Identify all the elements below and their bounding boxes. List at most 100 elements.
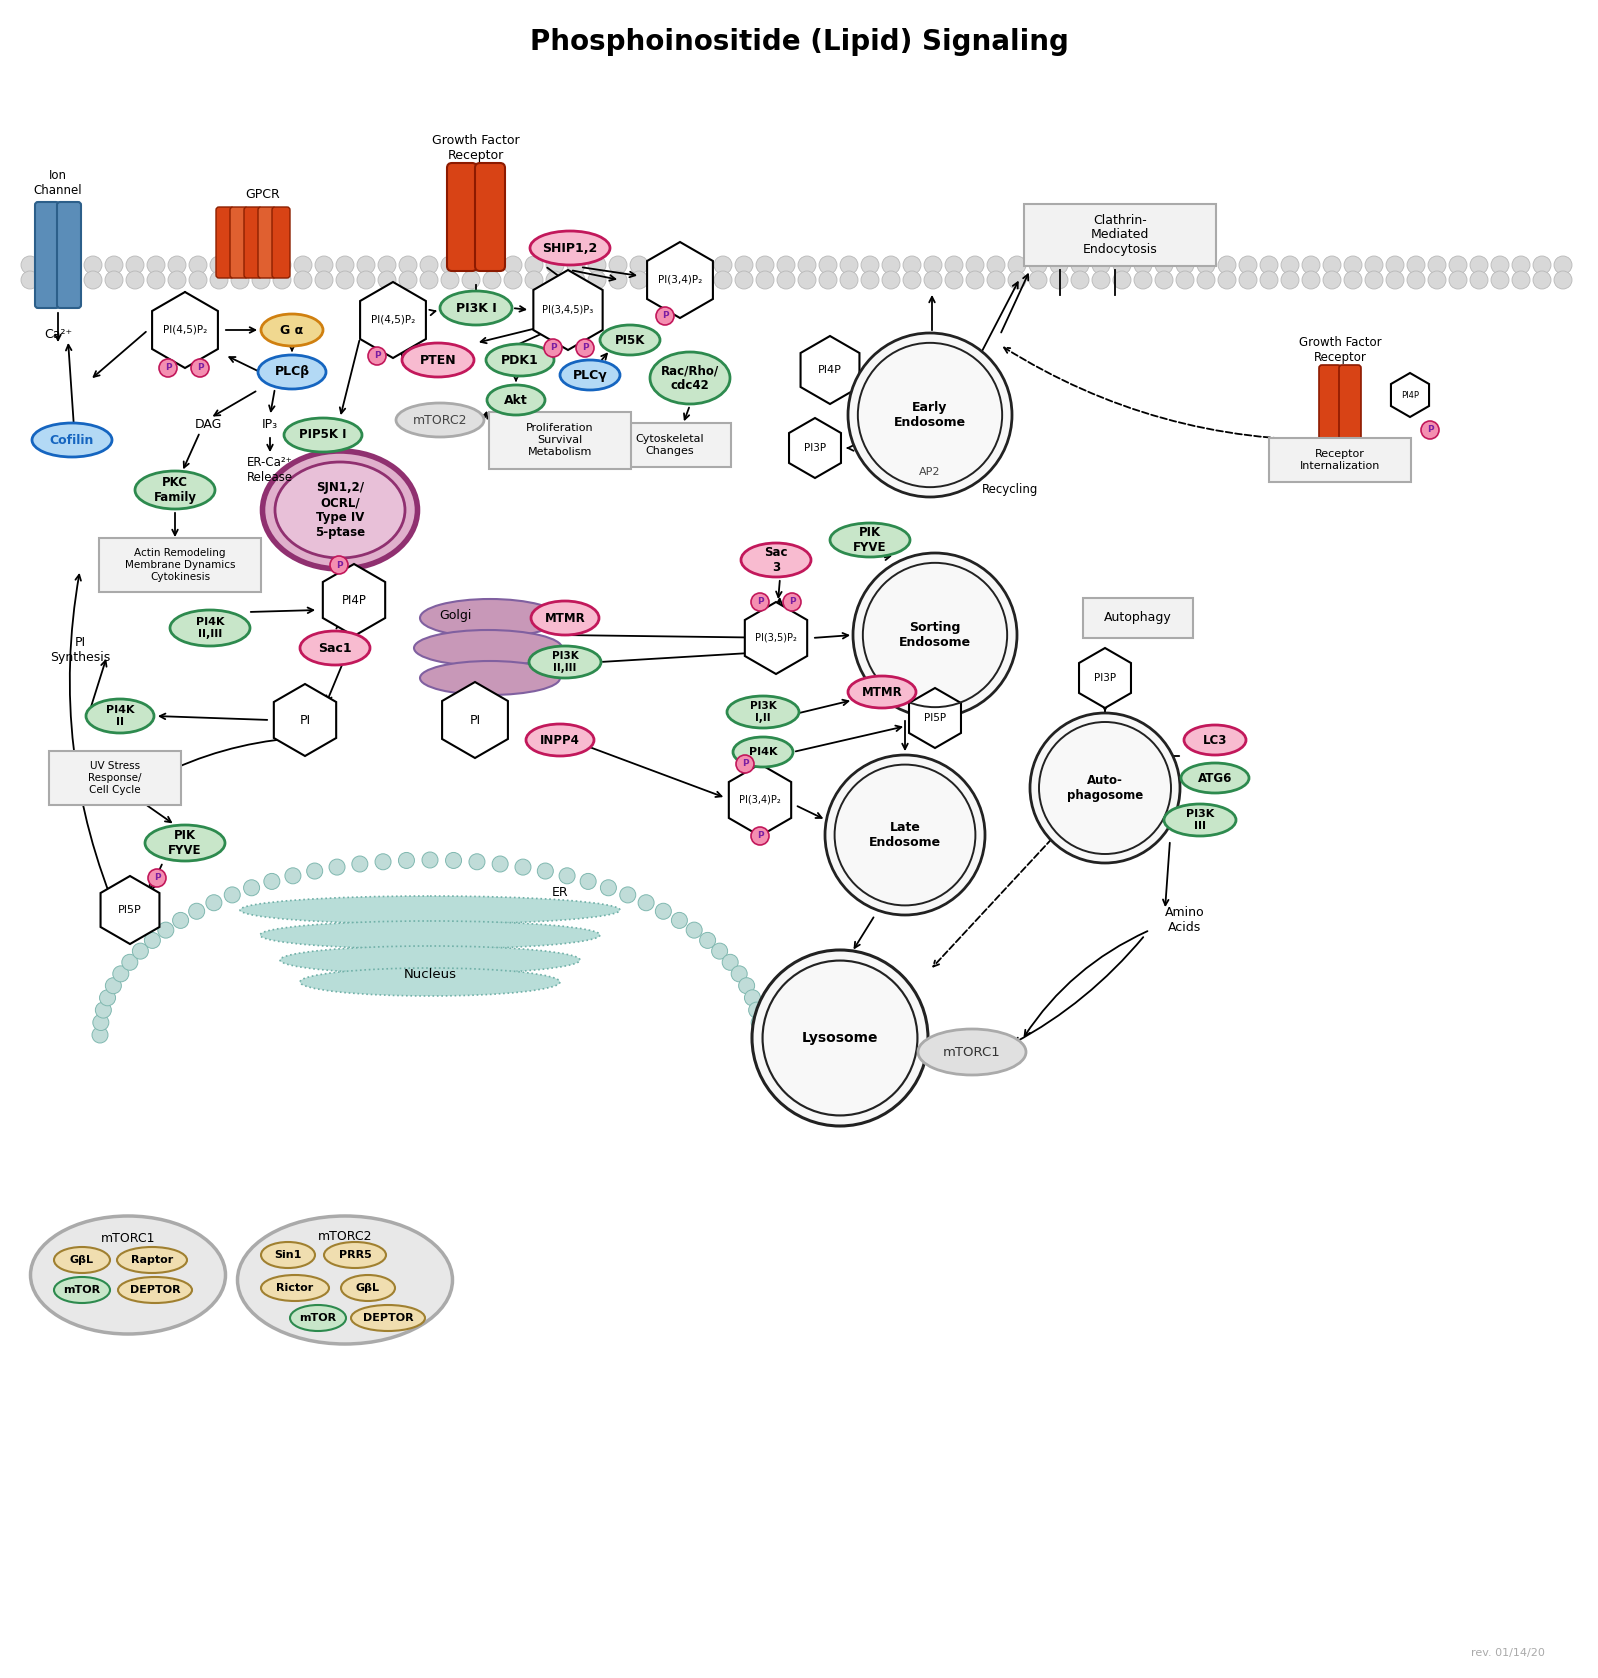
Circle shape — [924, 272, 941, 289]
Circle shape — [588, 257, 606, 274]
Circle shape — [825, 755, 984, 915]
Circle shape — [503, 257, 523, 274]
Circle shape — [1429, 257, 1446, 274]
Polygon shape — [101, 876, 160, 945]
Circle shape — [264, 874, 280, 889]
Circle shape — [379, 272, 396, 289]
Text: Sac
3: Sac 3 — [764, 545, 788, 574]
Text: PI3K
III: PI3K III — [1186, 809, 1214, 831]
Circle shape — [751, 827, 769, 846]
Circle shape — [468, 854, 484, 869]
Text: PKC
Family: PKC Family — [153, 477, 197, 503]
Text: PI: PI — [299, 713, 310, 727]
Circle shape — [126, 272, 144, 289]
Text: Ca²⁺: Ca²⁺ — [43, 329, 72, 342]
Ellipse shape — [486, 344, 555, 376]
Circle shape — [315, 272, 332, 289]
Ellipse shape — [487, 384, 545, 414]
Text: MTMR: MTMR — [861, 686, 903, 698]
Circle shape — [96, 1002, 112, 1019]
Text: rev. 01/14/20: rev. 01/14/20 — [1472, 1648, 1545, 1658]
Text: Lysosome: Lysosome — [802, 1030, 879, 1045]
FancyBboxPatch shape — [1083, 597, 1194, 638]
Circle shape — [1344, 257, 1361, 274]
Text: PTEN: PTEN — [420, 354, 457, 366]
Text: PI3K
I,II: PI3K I,II — [749, 701, 777, 723]
Circle shape — [331, 555, 348, 574]
Text: Growth Factor
Receptor: Growth Factor Receptor — [1299, 336, 1381, 364]
Ellipse shape — [289, 1305, 347, 1331]
Ellipse shape — [54, 1277, 110, 1304]
Text: PI4K: PI4K — [749, 747, 777, 757]
Text: AP2: AP2 — [919, 466, 941, 477]
Circle shape — [21, 272, 38, 289]
Circle shape — [1470, 272, 1488, 289]
Circle shape — [1135, 257, 1152, 274]
Circle shape — [209, 257, 229, 274]
Circle shape — [748, 1002, 764, 1019]
Circle shape — [537, 862, 553, 879]
Text: UV Stress
Response/
Cell Cycle: UV Stress Response/ Cell Cycle — [88, 762, 142, 795]
Ellipse shape — [300, 631, 371, 664]
Text: PIP5K I: PIP5K I — [299, 428, 347, 441]
Circle shape — [158, 923, 174, 938]
Ellipse shape — [30, 1217, 225, 1334]
Circle shape — [797, 257, 817, 274]
Circle shape — [1218, 257, 1235, 274]
Circle shape — [722, 955, 738, 970]
Circle shape — [209, 272, 229, 289]
Polygon shape — [323, 564, 385, 636]
Polygon shape — [789, 418, 841, 478]
Circle shape — [1029, 257, 1047, 274]
Ellipse shape — [257, 356, 326, 389]
Circle shape — [686, 923, 702, 938]
Circle shape — [147, 257, 165, 274]
FancyBboxPatch shape — [216, 206, 233, 279]
Ellipse shape — [741, 544, 812, 577]
Text: Growth Factor
Receptor: Growth Factor Receptor — [431, 134, 519, 163]
Circle shape — [284, 868, 300, 884]
Circle shape — [329, 859, 345, 876]
FancyBboxPatch shape — [99, 539, 260, 592]
Polygon shape — [1079, 648, 1131, 708]
Ellipse shape — [829, 524, 909, 557]
Text: mTORC1: mTORC1 — [943, 1045, 1000, 1059]
FancyBboxPatch shape — [35, 201, 59, 309]
Circle shape — [601, 879, 617, 896]
FancyBboxPatch shape — [230, 206, 248, 279]
Circle shape — [882, 257, 900, 274]
Circle shape — [189, 272, 208, 289]
Polygon shape — [443, 681, 508, 758]
Text: PI4K
II,III: PI4K II,III — [195, 618, 224, 639]
Ellipse shape — [300, 968, 559, 997]
Ellipse shape — [340, 1275, 395, 1300]
Circle shape — [1197, 272, 1214, 289]
Circle shape — [849, 332, 1012, 497]
Circle shape — [673, 272, 690, 289]
Text: Receptor
Internalization: Receptor Internalization — [1299, 450, 1381, 472]
Circle shape — [1071, 257, 1088, 274]
Text: Nucleus: Nucleus — [404, 968, 457, 982]
Circle shape — [988, 272, 1005, 289]
Ellipse shape — [733, 737, 793, 767]
Text: Cytoskeletal
Changes: Cytoskeletal Changes — [636, 435, 705, 456]
Circle shape — [711, 943, 727, 960]
Ellipse shape — [86, 700, 153, 733]
Ellipse shape — [324, 1242, 387, 1269]
FancyBboxPatch shape — [609, 423, 730, 466]
Ellipse shape — [414, 629, 562, 666]
Circle shape — [1302, 272, 1320, 289]
Circle shape — [85, 272, 102, 289]
Circle shape — [1050, 257, 1067, 274]
Circle shape — [1091, 257, 1111, 274]
Text: Akt: Akt — [503, 394, 527, 406]
FancyBboxPatch shape — [1024, 205, 1216, 267]
Circle shape — [673, 257, 690, 274]
Ellipse shape — [280, 946, 580, 973]
Circle shape — [252, 272, 270, 289]
Circle shape — [192, 359, 209, 378]
Circle shape — [113, 967, 129, 982]
Text: Ion
Channel: Ion Channel — [34, 169, 83, 196]
Circle shape — [714, 272, 732, 289]
Circle shape — [1470, 257, 1488, 274]
